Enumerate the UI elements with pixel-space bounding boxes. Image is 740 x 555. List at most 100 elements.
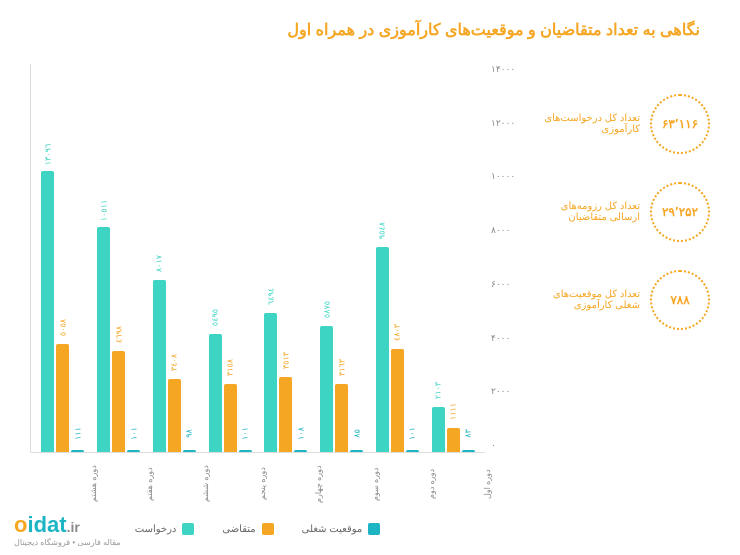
bar-group: ۱۰۱٤٨٠٣٩٥٤٨ (376, 247, 419, 452)
bar-group: ۱۰۱٣١٥٨٥٤٩٥ (209, 334, 252, 452)
bar: ٣٥١٣ (279, 377, 292, 452)
bar-value-label: ٥٠٥٨ (58, 319, 67, 336)
y-tick: ۴۰۰۰ (485, 333, 510, 344)
bar-value-label: ٣١٥٨ (226, 359, 235, 376)
stat-label: تعداد کل رزومه‌های ارسالی متقاضیان (540, 201, 640, 223)
bar-value-label: ١١١ (73, 427, 82, 440)
stat-item: ۲۹٬۲۵۲ تعداد کل رزومه‌های ارسالی متقاضیا… (540, 182, 710, 242)
bar-group: ۸۵٣١٦٣٥٨٧٥ (320, 326, 363, 452)
bar-value-label: ٤٦٩٨ (114, 326, 123, 343)
bar: ١٠٨ (294, 450, 307, 452)
bar: ٣١٦٣ (335, 384, 348, 452)
x-axis-label: دوره هفتم (145, 459, 154, 509)
bar: ۸۳ (462, 450, 475, 452)
bar: ٨٠١٧ (153, 280, 166, 452)
bar: ٥٠٥٨ (56, 344, 69, 452)
bar-value-label: ۸۳ (464, 429, 473, 438)
x-axis-label: دوره اول (483, 459, 492, 509)
legend-swatch (368, 523, 380, 535)
stat-item: ۶۳٬۱۱۶ تعداد کل درخواست‌های کارآموزی (540, 94, 710, 154)
page-title: نگاهی به تعداد متقاضیان و موقعیت‌های کار… (30, 20, 710, 40)
x-axis-label: دوره چهارم (314, 459, 323, 509)
bar-value-label: ٣٤٠٨ (170, 354, 179, 371)
page-container: نگاهی به تعداد متقاضیان و موقعیت‌های کار… (0, 0, 740, 555)
stat-label: تعداد کل درخواست‌های کارآموزی (540, 113, 640, 135)
bar: ٥٨٧٥ (320, 326, 333, 452)
bar: ۸۵ (350, 450, 363, 452)
bar-value-label: ٥٤٩٥ (211, 309, 220, 326)
y-tick: ۲۰۰۰ (485, 386, 510, 397)
chart-plot: ۱۴۰۰۰۱۲۰۰۰۱۰۰۰۰۸۰۰۰۶۰۰۰۴۰۰۰۲۰۰۰۰ ۸۳١١١١٢… (30, 64, 520, 453)
bar-value-label: ١٠٨ (296, 427, 305, 440)
bar: ١٠١ (127, 450, 140, 452)
bar-value-label: ٢١٠٣ (434, 382, 443, 399)
y-tick: ۱۴۰۰۰ (485, 64, 515, 75)
bar-value-label: ١٠٥١١ (99, 200, 108, 221)
bar-value-label: ۸۵ (352, 429, 361, 438)
x-axis-labels: دوره اول دوره دوم دوره سوم دوره چهارم دوره پ… (30, 453, 520, 509)
bar-value-label: ٣٥١٣ (281, 352, 290, 369)
bar: ١١١١ (447, 428, 460, 452)
bar-group: ۸۳١١١١٢١٠٣ (432, 407, 475, 452)
bar-group: ۹٨٣٤٠٨٨٠١٧ (153, 280, 196, 452)
legend-label: درخواست (135, 524, 177, 535)
bar: ٤٦٩٨ (112, 351, 125, 452)
x-axis-label: دوره پنجم (258, 459, 267, 509)
legend-item: درخواست (135, 523, 195, 535)
x-axis-label: دوره هشتم (89, 459, 98, 509)
legend-swatch (262, 523, 274, 535)
bar: ٩٥٤٨ (376, 247, 389, 452)
legend-label: متقاضی (222, 524, 255, 535)
bar-value-label: ١١١١ (449, 403, 458, 420)
bar-value-label: ۱۰۱ (241, 427, 250, 440)
bar: ۱۰۱ (239, 450, 252, 452)
bar: ٥٤٩٥ (209, 334, 222, 452)
bars-container: ۸۳١١١١٢١٠٣۱۰۱٤٨٠٣٩٥٤٨۸۵٣١٦٣٥٨٧٥١٠٨٣٥١٣٦٤… (30, 64, 485, 453)
legend-label: موقعیت شغلی (302, 524, 363, 535)
legend-item: متقاضی (222, 523, 273, 535)
legend-swatch (182, 523, 194, 535)
y-tick: ۸۰۰۰ (485, 225, 510, 236)
y-tick: ۰ (485, 440, 496, 451)
y-tick: ۶۰۰۰ (485, 279, 510, 290)
watermark-logo: oidat.ir (14, 512, 121, 538)
stat-badge: ۲۹٬۲۵۲ (650, 182, 710, 242)
bar-value-label: ٣١٦٣ (337, 359, 346, 376)
y-tick: ۱۲۰۰۰ (485, 118, 515, 129)
bar: ۹٨ (183, 450, 196, 452)
bar: ٤٨٠٣ (391, 349, 404, 452)
bar: ١١١ (71, 450, 84, 452)
bar-value-label: ۹٨ (185, 429, 194, 438)
bar: ٣٤٠٨ (168, 379, 181, 452)
bar-value-label: ٦٤٩٤ (266, 288, 275, 305)
bar-value-label: ١٣٠٩٦ (43, 144, 52, 165)
stat-badge: ۷۸۸ (650, 270, 710, 330)
y-tick: ۱۰۰۰۰ (485, 171, 515, 182)
watermark: oidat.ir مقاله فارسی • فروشگاه دیجیتال (14, 512, 121, 547)
bar-value-label: ١٠١ (129, 427, 138, 440)
stat-badge: ۶۳٬۱۱۶ (650, 94, 710, 154)
bar-value-label: ٩٥٤٨ (378, 222, 387, 239)
bar-value-label: ٤٨٠٣ (393, 324, 402, 341)
x-axis-label: دوره ششم (201, 459, 210, 509)
y-axis: ۱۴۰۰۰ ۱۲۰۰۰ ۱۰۰۰۰ ۸۰۰۰ ۶۰۰۰ ۴۰۰۰ ۲۰۰۰ ۰ (485, 64, 520, 453)
watermark-sub: مقاله فارسی • فروشگاه دیجیتال (14, 538, 121, 547)
bar-value-label: ٥٨٧٥ (322, 301, 331, 318)
stat-item: ۷۸۸ تعداد کل موقعیت‌های شغلی کارآموزی (540, 270, 710, 330)
legend-item: موقعیت شغلی (302, 523, 381, 535)
x-axis-label: دوره سوم (371, 459, 380, 509)
bar: ١٠٥١١ (97, 227, 110, 452)
main-content: ۶۳٬۱۱۶ تعداد کل درخواست‌های کارآموزی ۲۹٬… (30, 64, 710, 535)
bar-group: ١٠١٤٦٩٨١٠٥١١ (97, 227, 140, 452)
stat-label: تعداد کل موقعیت‌های شغلی کارآموزی (540, 289, 640, 311)
bar-value-label: ٨٠١٧ (155, 255, 164, 272)
x-axis-label: دوره دوم (427, 459, 436, 509)
bar: ٣١٥٨ (224, 384, 237, 452)
bar: ١٣٠٩٦ (41, 171, 54, 452)
stats-panel: ۶۳٬۱۱۶ تعداد کل درخواست‌های کارآموزی ۲۹٬… (540, 64, 710, 535)
bar-group: ١١١٥٠٥٨١٣٠٩٦ (41, 171, 84, 452)
chart-area: ۱۴۰۰۰۱۲۰۰۰۱۰۰۰۰۸۰۰۰۶۰۰۰۴۰۰۰۲۰۰۰۰ ۸۳١١١١٢… (30, 64, 520, 535)
bar: ٦٤٩٤ (264, 313, 277, 452)
bar-group: ١٠٨٣٥١٣٦٤٩٤ (264, 313, 307, 452)
bar: ٢١٠٣ (432, 407, 445, 452)
